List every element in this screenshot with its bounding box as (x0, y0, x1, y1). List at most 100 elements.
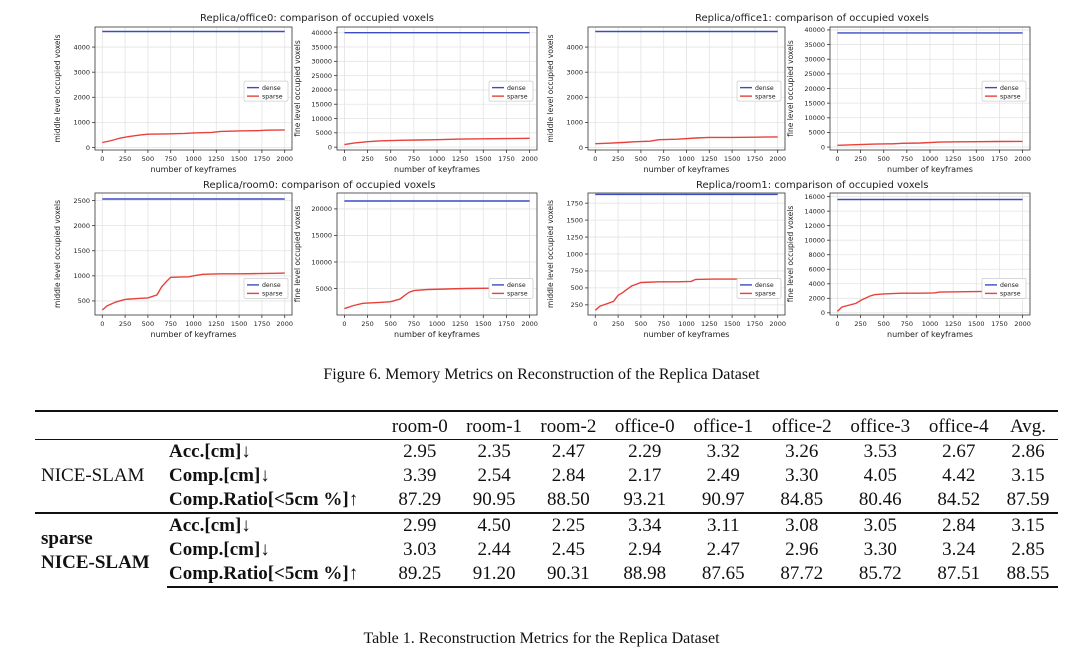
x-tick-label: 250 (119, 320, 131, 328)
series-line-sparse (102, 129, 285, 144)
series-line-sparse (344, 137, 530, 146)
x-tick-label: 0 (593, 155, 597, 163)
table-cell: 3.15 (998, 512, 1058, 538)
table-row: sparse NICE-SLAM Acc.[cm]↓ 2.99 4.50 2.25 3.34… (35, 512, 1058, 587)
column-header: office-4 (919, 410, 998, 440)
method-name-line: NICE-SLAM (41, 551, 150, 573)
x-tick-label: 1500 (724, 320, 741, 328)
x-tick-label: 750 (901, 320, 913, 328)
y-tick-label: 10000 (804, 114, 825, 122)
table-cell: 3.26 (785, 441, 819, 462)
x-axis-label: number of keyframes (394, 165, 480, 174)
series-line-sparse (101, 272, 285, 311)
y-tick-label: 10000 (311, 258, 332, 266)
y-tick-label: 8000 (808, 251, 825, 259)
legend-label-dense: dense (507, 85, 526, 92)
plot-office1-fine: 0 250 500 750 1000 1250 1500 1750 20000500010000… (786, 26, 1031, 174)
x-axis-label: number of keyframes (644, 165, 730, 174)
header-blank (167, 410, 383, 440)
x-tick-label: 750 (408, 155, 420, 163)
panel-title-office1: Replica/office1: comparison of occupied … (695, 13, 930, 24)
x-tick-label: 2000 (276, 320, 293, 328)
x-tick-label: 1500 (231, 320, 248, 328)
table-cell: 2.44 (477, 539, 511, 560)
x-tick-label: 1250 (701, 320, 718, 328)
x-tick-label: 1250 (945, 320, 962, 328)
x-tick-label: 500 (877, 155, 889, 163)
column-header: office-3 (841, 410, 920, 440)
x-tick-label: 1000 (185, 155, 202, 163)
table-cell: 90.97 (701, 489, 745, 510)
x-tick-label: 0 (593, 320, 597, 328)
x-tick-label: 1500 (724, 155, 741, 163)
y-tick-label: 1750 (566, 199, 583, 207)
x-tick-label: 750 (901, 155, 913, 163)
x-tick-label: 1500 (231, 155, 248, 163)
y-axis-label: fine level occupied voxels (786, 40, 795, 137)
y-tick-label: 30000 (311, 58, 332, 66)
x-tick-label: 1250 (945, 155, 962, 163)
x-axis-label: number of keyframes (394, 330, 480, 339)
table-cell: 3.24 (942, 539, 976, 560)
x-axis-label: number of keyframes (887, 165, 973, 174)
table-row: Comp.[cm]↓ 3.39 2.54 2.84 2.17 2.49 3.30 4.05 4.… (35, 464, 1058, 488)
legend-label-sparse: sparse (262, 93, 283, 100)
table-cell: 91.20 (456, 562, 532, 588)
y-tick-label: 6000 (808, 266, 825, 274)
y-tick-label: 1250 (566, 233, 583, 241)
panel-title-room1: Replica/room1: comparison of occupied vo… (696, 180, 929, 191)
panel-title-office0: Replica/office0: comparison of occupied … (200, 13, 435, 24)
x-tick-label: 750 (164, 155, 176, 163)
table-cell: 2.29 (628, 441, 662, 462)
x-tick-label: 1250 (701, 155, 718, 163)
y-tick-label: 3000 (73, 68, 90, 76)
table-cell: 2.35 (477, 441, 511, 462)
table-cell: 80.46 (858, 489, 902, 510)
x-tick-label: 1000 (678, 155, 695, 163)
y-tick-label: 14000 (804, 207, 825, 215)
y-tick-label: 35000 (311, 43, 332, 51)
method-name-line: NICE-SLAM (41, 465, 145, 486)
x-tick-label: 1750 (498, 155, 515, 163)
y-axis-label: middle level occupied voxels (546, 34, 555, 142)
x-tick-label: 1750 (498, 320, 515, 328)
y-tick-label: 40000 (804, 26, 825, 34)
y-tick-label: 500 (78, 297, 90, 305)
table-cell: 3.30 (863, 539, 897, 560)
x-tick-label: 2000 (521, 155, 538, 163)
y-axis-label: middle level occupied voxels (546, 200, 555, 308)
y-tick-label: 1000 (566, 119, 583, 127)
x-tick-label: 1250 (452, 320, 469, 328)
x-tick-label: 250 (854, 155, 866, 163)
table-cell: 3.03 (403, 539, 437, 560)
x-tick-label: 250 (361, 320, 373, 328)
table-cell: 3.15 (1011, 465, 1045, 486)
y-axis-label: fine level occupied voxels (786, 206, 795, 303)
header-blank (35, 410, 168, 440)
plot-room0-fine: 0 250 500 750 1000 1250 1500 1750 2000 5000 10000 1… (293, 192, 538, 339)
plot-room1-fine: 0 250 500 750 1000 1250 1500 1750 2000 0 2000 4000 6… (786, 192, 1031, 339)
x-tick-label: 2000 (276, 155, 293, 163)
x-tick-label: 500 (635, 155, 647, 163)
x-tick-label: 1750 (254, 320, 271, 328)
x-tick-label: 1500 (475, 320, 492, 328)
y-tick-label: 5000 (315, 285, 332, 293)
x-tick-label: 1500 (475, 155, 492, 163)
y-tick-label: 20000 (311, 205, 332, 213)
table-cell: 3.08 (762, 512, 841, 538)
x-tick-label: 0 (342, 320, 346, 328)
x-tick-label: 1000 (922, 155, 939, 163)
x-tick-label: 2000 (769, 320, 786, 328)
x-tick-label: 2000 (1014, 320, 1031, 328)
table-cell: 88.98 (605, 562, 684, 588)
table-cell: 2.94 (628, 539, 662, 560)
x-tick-label: 1000 (429, 320, 446, 328)
series-line-sparse (595, 136, 778, 145)
table-caption: Table 1. Reconstruction Metrics for the … (363, 630, 720, 647)
y-tick-label: 4000 (73, 43, 90, 51)
y-tick-label: 35000 (804, 41, 825, 49)
legend-label-sparse: sparse (755, 291, 776, 298)
x-tick-label: 0 (835, 155, 839, 163)
x-tick-label: 500 (384, 320, 396, 328)
y-tick-label: 250 (571, 301, 583, 309)
